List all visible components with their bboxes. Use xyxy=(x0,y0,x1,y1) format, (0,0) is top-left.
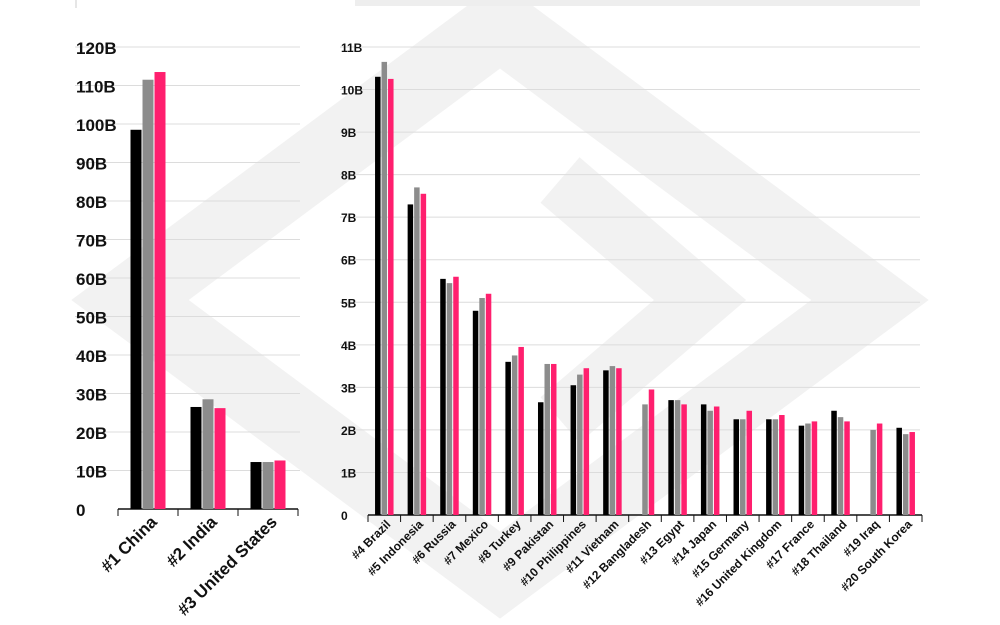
right-bar xyxy=(648,389,655,515)
right-bar xyxy=(479,298,485,515)
right-bar xyxy=(740,419,746,515)
right-y-tick-label: 0 xyxy=(341,509,348,523)
left-category-label: #3 United States xyxy=(174,512,281,619)
right-bar xyxy=(798,425,805,515)
right-bar xyxy=(707,410,713,515)
right-bar xyxy=(440,278,446,515)
right-bar xyxy=(511,355,518,515)
left-y-tick-label: 0 xyxy=(76,501,85,520)
right-y-tick-label: 7B xyxy=(341,211,357,225)
right-bar xyxy=(733,419,740,515)
top-edge-bar xyxy=(355,0,920,6)
left-y-tick-label: 80B xyxy=(76,193,107,212)
right-bar xyxy=(505,361,511,515)
right-bar xyxy=(550,363,557,515)
left-y-tick-label: 20B xyxy=(76,424,107,443)
left-bar xyxy=(142,79,154,509)
right-bar xyxy=(642,404,648,515)
right-bar xyxy=(518,346,524,515)
right-y-tick-label: 9B xyxy=(341,126,357,140)
right-bar xyxy=(870,429,876,515)
left-y-tick-label: 110B xyxy=(76,78,116,97)
right-y-tick-label: 4B xyxy=(341,339,357,353)
right-bar xyxy=(772,419,779,515)
left-category-label: #1 China xyxy=(97,512,161,576)
left-y-tick-label: 100B xyxy=(76,116,117,135)
left-y-tick-label: 60B xyxy=(76,270,107,289)
right-bar xyxy=(603,370,609,515)
right-bar xyxy=(876,423,883,515)
right-bar xyxy=(420,193,427,516)
right-bar xyxy=(681,404,687,515)
left-y-tick-label: 70B xyxy=(76,232,107,251)
left-bar xyxy=(154,72,166,510)
right-bar xyxy=(902,434,909,515)
right-bar xyxy=(570,385,577,515)
left-bar xyxy=(274,460,286,509)
right-y-tick-label: 1B xyxy=(341,466,357,480)
right-bar xyxy=(485,293,492,515)
left-bar xyxy=(262,462,274,509)
right-y-tick-label: 3B xyxy=(341,381,357,395)
right-y-tick-label: 8B xyxy=(341,169,357,183)
right-bar xyxy=(375,76,381,516)
right-y-tick-label: 10B xyxy=(341,84,363,98)
left-y-tick-label: 90B xyxy=(76,155,107,174)
right-bar xyxy=(779,415,785,515)
right-bar xyxy=(746,410,753,515)
right-bar xyxy=(713,406,720,515)
right-y-tick-label: 6B xyxy=(341,254,357,268)
left-bar xyxy=(130,129,142,509)
right-bar xyxy=(609,366,616,515)
right-bar xyxy=(805,423,811,515)
top-edge-tick xyxy=(75,0,77,8)
right-bar xyxy=(414,187,420,515)
right-bar xyxy=(381,61,388,516)
right-bar xyxy=(844,421,850,515)
right-bar xyxy=(766,419,772,515)
right-bar xyxy=(831,410,837,515)
watermark-logo xyxy=(71,0,929,619)
left-y-tick-label: 40B xyxy=(76,347,107,366)
right-bar xyxy=(407,204,414,515)
left-bar xyxy=(250,462,262,509)
left-y-tick-label: 30B xyxy=(76,386,107,405)
right-bar xyxy=(896,427,902,515)
right-bar xyxy=(453,276,459,515)
right-bar xyxy=(909,432,915,515)
right-bar xyxy=(472,310,479,515)
right-bar xyxy=(674,400,681,515)
right-bar xyxy=(837,417,844,515)
right-bar xyxy=(537,402,544,515)
right-bar xyxy=(616,368,622,515)
right-y-tick-label: 5B xyxy=(341,296,357,310)
right-bar xyxy=(668,400,674,515)
right-y-tick-label: 11B xyxy=(341,41,363,55)
right-bar xyxy=(583,368,590,515)
left-bar xyxy=(190,406,202,509)
right-y-tick-label: 2B xyxy=(341,424,357,438)
right-bar xyxy=(577,374,583,515)
right-bar xyxy=(544,363,550,515)
left-bar xyxy=(202,399,214,509)
right-bar xyxy=(446,283,453,515)
left-panel-chart: 0 10B 20B 30B 40B 50B 60B 70B 80B 90B 100B 110B 120B… xyxy=(75,39,300,619)
left-y-tick-label: 50B xyxy=(76,309,107,328)
left-category-label: #2 India xyxy=(163,512,222,571)
left-y-tick-label: 10B xyxy=(76,463,107,482)
right-bar xyxy=(700,404,707,515)
right-bar xyxy=(811,421,818,515)
right-bar xyxy=(388,78,394,515)
left-y-tick-label: 120B xyxy=(76,39,117,58)
watermark-diamond-outer xyxy=(71,0,929,619)
left-bar xyxy=(214,408,226,509)
